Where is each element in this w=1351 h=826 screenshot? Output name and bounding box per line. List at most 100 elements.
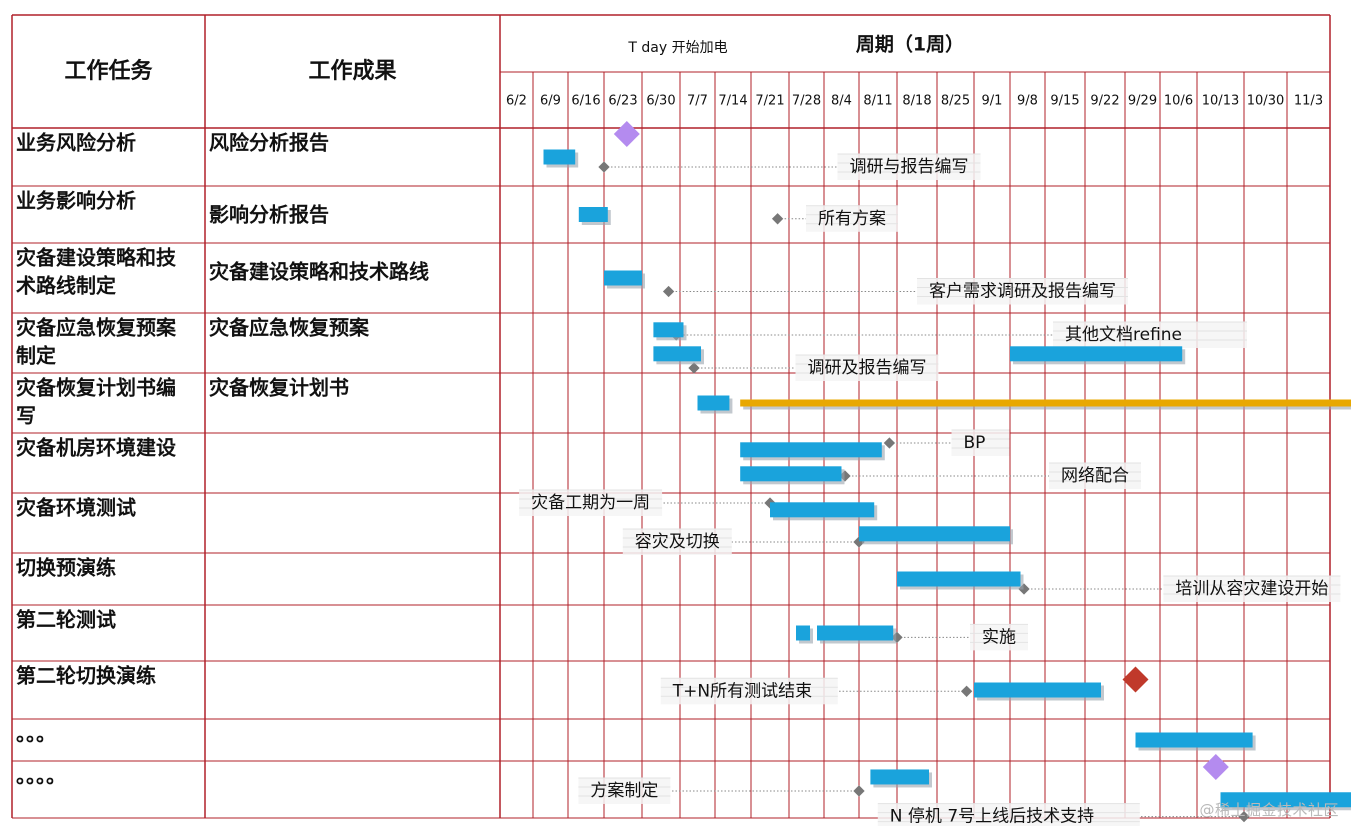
gantt-bar: [697, 395, 730, 411]
annotation-label: 网络配合: [1061, 466, 1129, 486]
week-label: 8/11: [863, 94, 892, 109]
header-output: 工作成果: [308, 59, 396, 84]
label-box: [795, 355, 939, 381]
week-label: 6/23: [608, 94, 637, 109]
label-box: [578, 777, 671, 804]
week-label: 9/22: [1090, 94, 1119, 109]
task-label: 。。。: [16, 722, 56, 746]
week-label: 9/1: [982, 94, 1003, 109]
annotation-label: BP: [964, 433, 986, 453]
week-label: 8/25: [941, 94, 970, 109]
label-box: [519, 490, 663, 516]
week-label: 9/8: [1017, 94, 1038, 109]
gantt-bar: [578, 207, 608, 222]
week-label: 9/15: [1050, 94, 1079, 109]
chart-title: 周期（1周）: [856, 33, 964, 56]
task-label: 制定: [16, 344, 56, 368]
task-label: 灾备应急恢复预案: [16, 316, 177, 340]
annotation-label: T+N所有测试结束: [672, 681, 812, 701]
gantt-bar: [653, 346, 701, 362]
gantt-bar: [1135, 732, 1253, 748]
gantt-bar: [897, 571, 1021, 587]
week-label: 6/9: [540, 94, 561, 109]
annotation-label: 客户需求调研及报告编写: [929, 282, 1116, 302]
leader-dot: [771, 213, 784, 225]
label-box: [877, 803, 1140, 826]
annotation-label: 容灾及切换: [635, 532, 720, 552]
leader-dot: [688, 362, 700, 374]
annotation-label: 调研与报告编写: [850, 157, 969, 177]
annotation-label: N 停机 7号上线后技术支持: [890, 807, 1094, 826]
task-label: 业务风险分析: [16, 131, 136, 155]
week-label: 8/4: [831, 94, 852, 109]
label-box: [970, 624, 1028, 651]
annotation-label: 灾备工期为一周: [531, 493, 650, 513]
gantt-bar: [770, 502, 875, 518]
week-label: 11/3: [1294, 94, 1323, 109]
label-box: [622, 529, 732, 555]
gantt-bar: [796, 625, 810, 641]
week-label: 6/2: [506, 94, 527, 109]
week-label: 10/13: [1202, 94, 1239, 109]
gantt-bar: [543, 149, 576, 165]
chart-subtitle: T day 开始加电: [627, 40, 727, 56]
gantt-bar: [870, 769, 929, 785]
week-label: 8/18: [902, 94, 931, 109]
task-label: 业务影响分析: [16, 189, 136, 213]
output-label: 风险分析报告: [209, 131, 329, 155]
annotation-label: 调研及报告编写: [808, 358, 927, 378]
annotation-label: 方案制定: [590, 781, 658, 801]
milestone-diamond: [1122, 666, 1149, 693]
week-label: 9/29: [1128, 94, 1157, 109]
annotation-label: 所有方案: [818, 209, 886, 229]
week-label: 7/7: [687, 94, 708, 109]
output-label: 影响分析报告: [209, 203, 329, 227]
week-label: 6/16: [571, 94, 600, 109]
label-box: [1053, 322, 1247, 348]
task-label: 。。。。: [16, 764, 66, 788]
gantt-bar: [604, 270, 642, 286]
leader-dot: [662, 285, 675, 298]
annotation-label: 培训从容灾建设开始: [1175, 579, 1328, 599]
week-label: 10/30: [1247, 94, 1284, 109]
annotation-label: 其他文档refine: [1065, 325, 1182, 345]
task-label: 切换预演练: [16, 556, 116, 580]
header-task: 工作任务: [64, 58, 153, 84]
output-label: 灾备恢复计划书: [209, 376, 349, 400]
milestone-diamond: [613, 121, 640, 147]
gantt-bar: [653, 322, 684, 338]
week-label: 7/14: [718, 94, 747, 109]
leader-dot: [1238, 810, 1250, 823]
label-box: [660, 678, 838, 705]
task-label: 灾备建设策略和技: [16, 246, 177, 270]
leader-dot: [853, 785, 865, 797]
week-label: 7/21: [755, 94, 784, 109]
label-box: [951, 430, 1010, 456]
label-box: [806, 205, 898, 232]
leader-dot: [598, 161, 610, 173]
task-label: 灾备恢复计划书编: [16, 376, 176, 400]
task-label: 术路线制定: [16, 274, 116, 298]
output-label: 灾备应急恢复预案: [209, 316, 370, 340]
label-box: [837, 154, 981, 180]
annotation-label: 实施: [982, 627, 1016, 647]
milestone-diamond: [1202, 754, 1229, 780]
leader-dot: [960, 685, 973, 697]
gantt-bar: [859, 526, 1010, 542]
label-box: [917, 278, 1128, 305]
output-label: 灾备建设策略和技术路线: [209, 260, 429, 284]
label-box: [1163, 576, 1341, 602]
gantt-bar: [740, 442, 882, 458]
gantt-bar-long: [740, 399, 1351, 407]
task-label: 灾备机房环境建设: [16, 436, 176, 460]
gantt-bar: [1010, 346, 1183, 362]
leader-dot: [883, 437, 896, 449]
task-label: 第二轮切换演练: [16, 664, 156, 688]
gantt-bar: [1220, 792, 1351, 808]
gantt-bar: [740, 466, 842, 482]
watermark: @稀土掘金技术社区: [1199, 801, 1339, 819]
week-label: 6/30: [646, 94, 675, 109]
label-box: [1049, 463, 1141, 489]
task-label: 第二轮测试: [16, 608, 116, 632]
gantt-bar: [817, 625, 894, 641]
